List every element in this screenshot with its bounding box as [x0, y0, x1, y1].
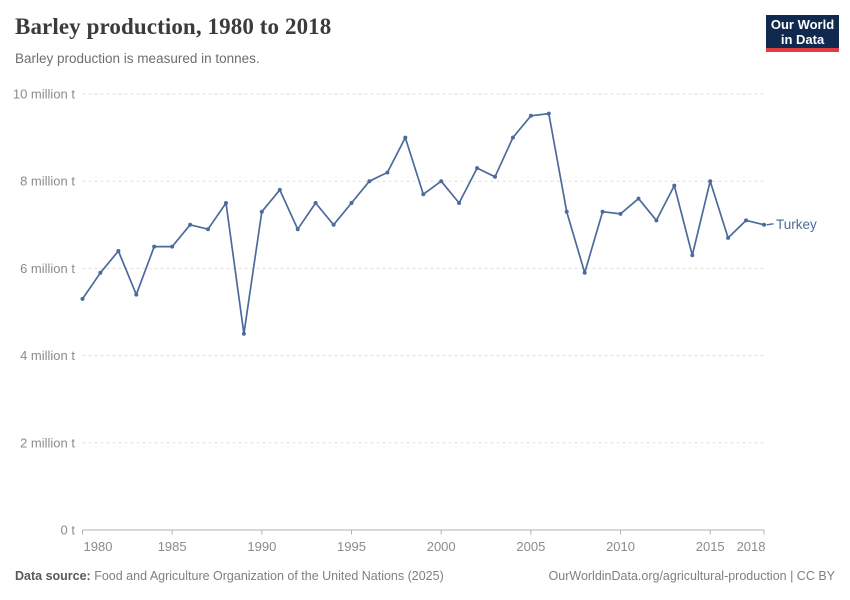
data-point[interactable]	[672, 183, 677, 188]
data-point[interactable]	[367, 179, 372, 184]
data-point[interactable]	[600, 209, 605, 214]
data-point[interactable]	[618, 211, 623, 216]
x-tick-label: 1980	[84, 539, 113, 554]
data-point[interactable]	[170, 244, 175, 249]
x-tick-label: 2018	[737, 539, 766, 554]
chart-subtitle: Barley production is measured in tonnes.	[15, 51, 260, 66]
data-point[interactable]	[152, 244, 157, 249]
x-tick-label: 1995	[337, 539, 366, 554]
data-point[interactable]	[277, 187, 282, 192]
owid-logo-line1: Our World	[770, 16, 835, 32]
owid-logo-line2: in Data	[780, 31, 825, 47]
data-point[interactable]	[582, 270, 587, 275]
owid-link[interactable]: OurWorldinData.org/agricultural-producti…	[548, 569, 835, 583]
data-point[interactable]	[421, 192, 426, 197]
data-point[interactable]	[80, 296, 85, 301]
data-point[interactable]	[295, 227, 300, 232]
data-source-text: Food and Agriculture Organization of the…	[94, 569, 444, 583]
data-source-label: Data source:	[15, 569, 91, 583]
data-point[interactable]	[457, 201, 462, 205]
x-tick-label: 1985	[158, 539, 187, 554]
y-tick-label: 8 million t	[20, 174, 75, 189]
x-tick-label: 2005	[516, 539, 545, 554]
x-tick-label: 2010	[606, 539, 635, 554]
data-point[interactable]	[331, 222, 336, 227]
series-line-turkey[interactable]	[81, 112, 765, 335]
data-point[interactable]	[259, 209, 264, 214]
data-point[interactable]	[744, 218, 749, 223]
data-point[interactable]	[116, 249, 121, 253]
data-point[interactable]	[654, 218, 659, 223]
data-point[interactable]	[636, 196, 641, 201]
data-point[interactable]	[349, 201, 354, 205]
owid-logo[interactable]: Our World in Data	[766, 15, 839, 52]
data-point[interactable]	[385, 170, 390, 175]
page-title: Barley production, 1980 to 2018	[15, 14, 332, 39]
data-point[interactable]	[313, 201, 318, 205]
y-tick-label: 6 million t	[20, 261, 75, 276]
series-label-connector	[766, 223, 774, 226]
data-point[interactable]	[403, 135, 408, 140]
data-point[interactable]	[528, 113, 533, 118]
data-point[interactable]	[475, 166, 480, 171]
data-point[interactable]	[224, 201, 228, 205]
data-source-note: Data source: Food and Agriculture Organi…	[15, 569, 444, 583]
y-tick-label: 2 million t	[20, 435, 75, 450]
data-point[interactable]	[726, 235, 731, 240]
data-point[interactable]	[134, 292, 139, 297]
data-point[interactable]	[510, 135, 515, 140]
data-point[interactable]	[188, 222, 193, 227]
y-tick-label: 0 t	[61, 523, 76, 538]
data-point[interactable]	[206, 227, 210, 232]
data-point[interactable]	[241, 331, 246, 336]
data-point[interactable]	[762, 222, 766, 227]
data-point[interactable]	[564, 209, 569, 214]
x-tick-label: 2000	[427, 539, 456, 554]
data-point[interactable]	[546, 111, 551, 116]
data-point[interactable]	[98, 270, 103, 275]
y-tick-label: 4 million t	[20, 348, 75, 363]
data-point[interactable]	[708, 179, 713, 184]
y-tick-label: 10 million t	[13, 87, 76, 102]
series-label-turkey[interactable]: Turkey	[776, 217, 817, 232]
x-tick-label: 2015	[696, 539, 725, 554]
x-tick-label: 1990	[247, 539, 276, 554]
data-point[interactable]	[690, 253, 695, 258]
data-point[interactable]	[493, 174, 497, 179]
data-point[interactable]	[439, 179, 444, 184]
